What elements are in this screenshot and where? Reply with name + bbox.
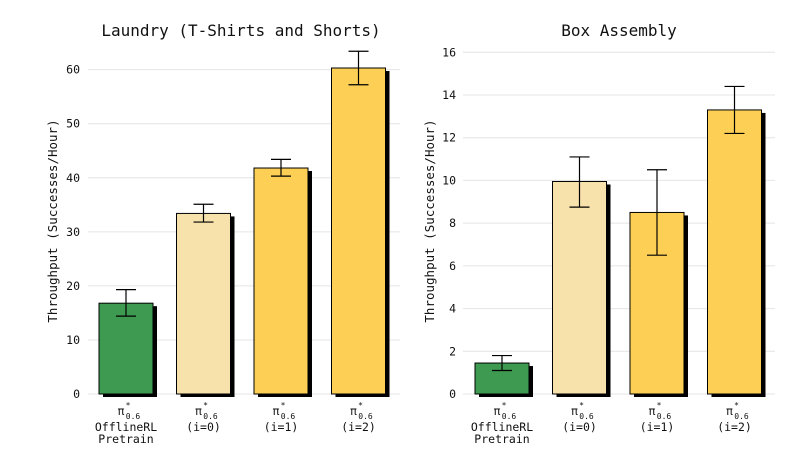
category-symbol: π <box>350 404 357 418</box>
chart-panel-laundry: 0 10 20 30 40 50 60 Laundry (T-Shirts and Short… <box>45 21 400 446</box>
bar <box>552 180 607 395</box>
category-superscript: * <box>281 401 286 410</box>
category-symbol: π <box>195 404 202 418</box>
chart-title: Laundry (T-Shirts and Shorts) <box>101 21 380 40</box>
category-superscript: * <box>734 401 739 410</box>
y-tick-label: 4 <box>449 302 456 316</box>
y-tick-label: 40 <box>66 171 80 185</box>
bar <box>707 109 762 395</box>
category-symbol: π <box>726 404 733 418</box>
category-superscript: * <box>358 401 363 410</box>
x-tick-label: π * 0.6(i=1) <box>640 401 675 434</box>
y-tick-label: 16 <box>442 45 456 59</box>
category-subscript: 0.6 <box>502 412 517 421</box>
y-tick-label: 30 <box>66 225 80 239</box>
y-tick-label: 60 <box>66 63 80 77</box>
y-tick-label: 0 <box>449 387 456 401</box>
y-tick-label: 6 <box>449 259 456 273</box>
category-label-line: OfflineRL <box>95 420 157 434</box>
y-tick-label: 10 <box>442 173 456 187</box>
category-label-line: (i=2) <box>717 420 752 434</box>
bar <box>176 212 231 395</box>
category-superscript: * <box>579 401 584 410</box>
category-label-line: OfflineRL <box>471 420 533 434</box>
y-axis-label: Throughput (Successes/Hour) <box>422 119 437 322</box>
y-tick-label: 50 <box>66 117 80 131</box>
category-symbol: π <box>118 404 125 418</box>
category-subscript: 0.6 <box>126 412 141 421</box>
category-superscript: * <box>203 401 208 410</box>
y-axis-label: Throughput (Successes/Hour) <box>45 119 60 322</box>
chart-title: Box Assembly <box>561 21 677 40</box>
category-label-line: (i=0) <box>562 420 597 434</box>
category-superscript: * <box>657 401 662 410</box>
category-symbol: π <box>494 404 501 418</box>
category-subscript: 0.6 <box>281 412 296 421</box>
y-tick-label: 2 <box>449 344 456 358</box>
category-subscript: 0.6 <box>657 412 672 421</box>
chart-panel-box-assembly: 0 2 4 6 8 10 12 14 16 Box Assembly Throughput (Suc… <box>422 21 775 446</box>
y-tick-label: 0 <box>73 387 80 401</box>
category-superscript: * <box>502 401 507 410</box>
x-tick-label: π * 0.6(i=1) <box>264 401 299 434</box>
y-tick-label: 12 <box>442 131 456 145</box>
bar <box>253 167 309 395</box>
x-tick-label: π * 0.6(i=0) <box>562 401 597 434</box>
category-subscript: 0.6 <box>358 412 373 421</box>
y-tick-label: 8 <box>449 216 456 230</box>
category-subscript: 0.6 <box>579 412 594 421</box>
y-tick-label: 10 <box>66 333 80 347</box>
category-label-line: (i=1) <box>264 420 299 434</box>
category-subscript: 0.6 <box>203 412 218 421</box>
x-tick-label: π * 0.6(i=2) <box>717 401 752 434</box>
category-superscript: * <box>126 401 131 410</box>
category-symbol: π <box>571 404 578 418</box>
category-subscript: 0.6 <box>734 412 749 421</box>
category-label-line: (i=1) <box>640 420 675 434</box>
category-symbol: π <box>273 404 280 418</box>
x-tick-label: π * 0.6(i=2) <box>341 401 376 434</box>
category-label-line: (i=2) <box>341 420 376 434</box>
y-tick-label: 20 <box>66 279 80 293</box>
category-label-line: (i=0) <box>186 420 221 434</box>
category-symbol: π <box>649 404 656 418</box>
category-label-line: Pretrain <box>98 432 153 446</box>
x-tick-label: π * 0.6(i=0) <box>186 401 221 434</box>
bar <box>331 67 386 395</box>
y-tick-label: 14 <box>442 88 456 102</box>
bar <box>98 302 154 395</box>
category-label-line: Pretrain <box>474 432 529 446</box>
